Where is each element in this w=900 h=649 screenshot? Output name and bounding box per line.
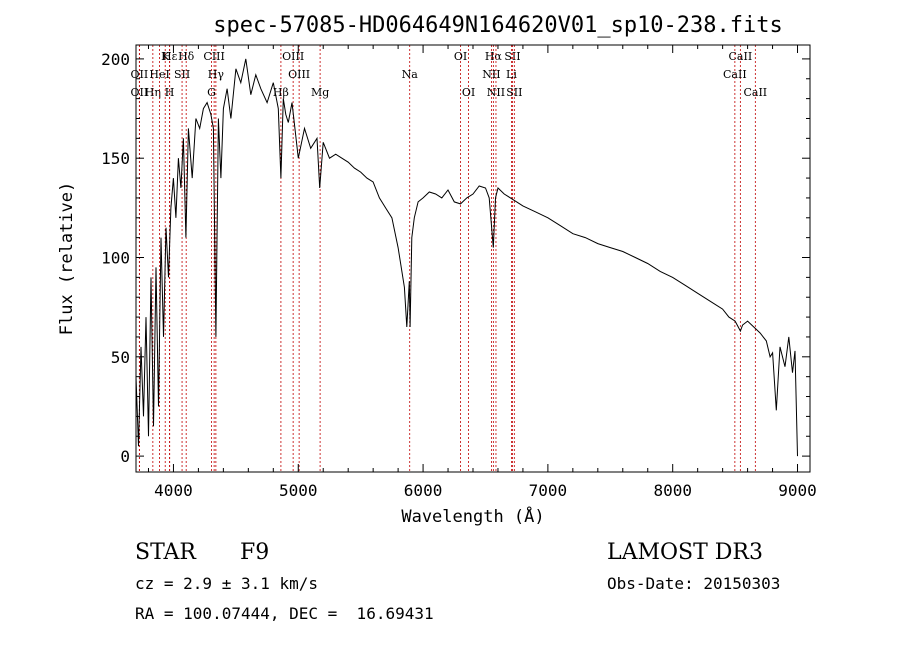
line-label: OIII [282, 50, 304, 63]
x-tick-label: 4000 [154, 481, 193, 500]
object-type: STAR [135, 540, 196, 565]
x-tick-label: 9000 [778, 481, 817, 500]
x-axis-label: Wavelength (Å) [401, 505, 544, 527]
line-label: CaII [743, 86, 767, 99]
y-tick-label: 100 [101, 249, 130, 268]
line-label: CIII [203, 50, 224, 63]
line-label: Hδ [178, 50, 195, 63]
line-label: HeI [149, 68, 169, 81]
line-label: OI [454, 50, 467, 63]
obs-date: Obs-Date: 20150303 [607, 574, 781, 593]
line-label: CaII [729, 50, 753, 63]
line-label: CaII [723, 68, 747, 81]
line-label: K [161, 50, 170, 63]
chart-title: spec-57085-HD064649N164620V01_sp10-238.f… [213, 13, 783, 38]
line-label: OI [462, 86, 475, 99]
line-label: Hα [485, 50, 503, 63]
line-label: Na [402, 68, 419, 81]
x-tick-label: 5000 [279, 481, 318, 500]
line-label: G [207, 86, 216, 99]
redshift: cz = 2.9 ± 3.1 km/s [135, 574, 319, 593]
line-label: Li [506, 68, 517, 81]
line-label: Hβ [273, 86, 289, 99]
plot-frame [135, 44, 811, 473]
line-label: Hγ [208, 68, 225, 81]
y-tick-label: 200 [101, 50, 130, 69]
line-label: SII [506, 86, 522, 99]
coordinates: RA = 100.07444, DEC = 16.69431 [135, 604, 434, 623]
line-label: SII [504, 50, 520, 63]
survey-label: LAMOST DR3 [607, 540, 763, 565]
line-label: NII [482, 68, 500, 81]
y-tick-label: 50 [111, 348, 130, 367]
line-label: Mg [311, 86, 329, 99]
line-label: Hη [145, 86, 161, 99]
y-tick-label: 0 [120, 447, 130, 466]
x-tick-label: 7000 [529, 481, 568, 500]
spectrum-line [135, 58, 798, 457]
x-tick-label: 6000 [404, 481, 443, 500]
y-axis-label: Flux (relative) [57, 182, 77, 336]
line-label: SII [174, 68, 190, 81]
x-tick-label: 8000 [653, 481, 692, 500]
y-tick-label: 150 [101, 149, 130, 168]
subclass: F9 [240, 540, 270, 565]
line-label: OIII [288, 68, 310, 81]
line-label: H [165, 86, 175, 99]
line-label: NII [487, 86, 505, 99]
line-label: Hε [162, 50, 178, 63]
line-label: OII [131, 86, 149, 99]
